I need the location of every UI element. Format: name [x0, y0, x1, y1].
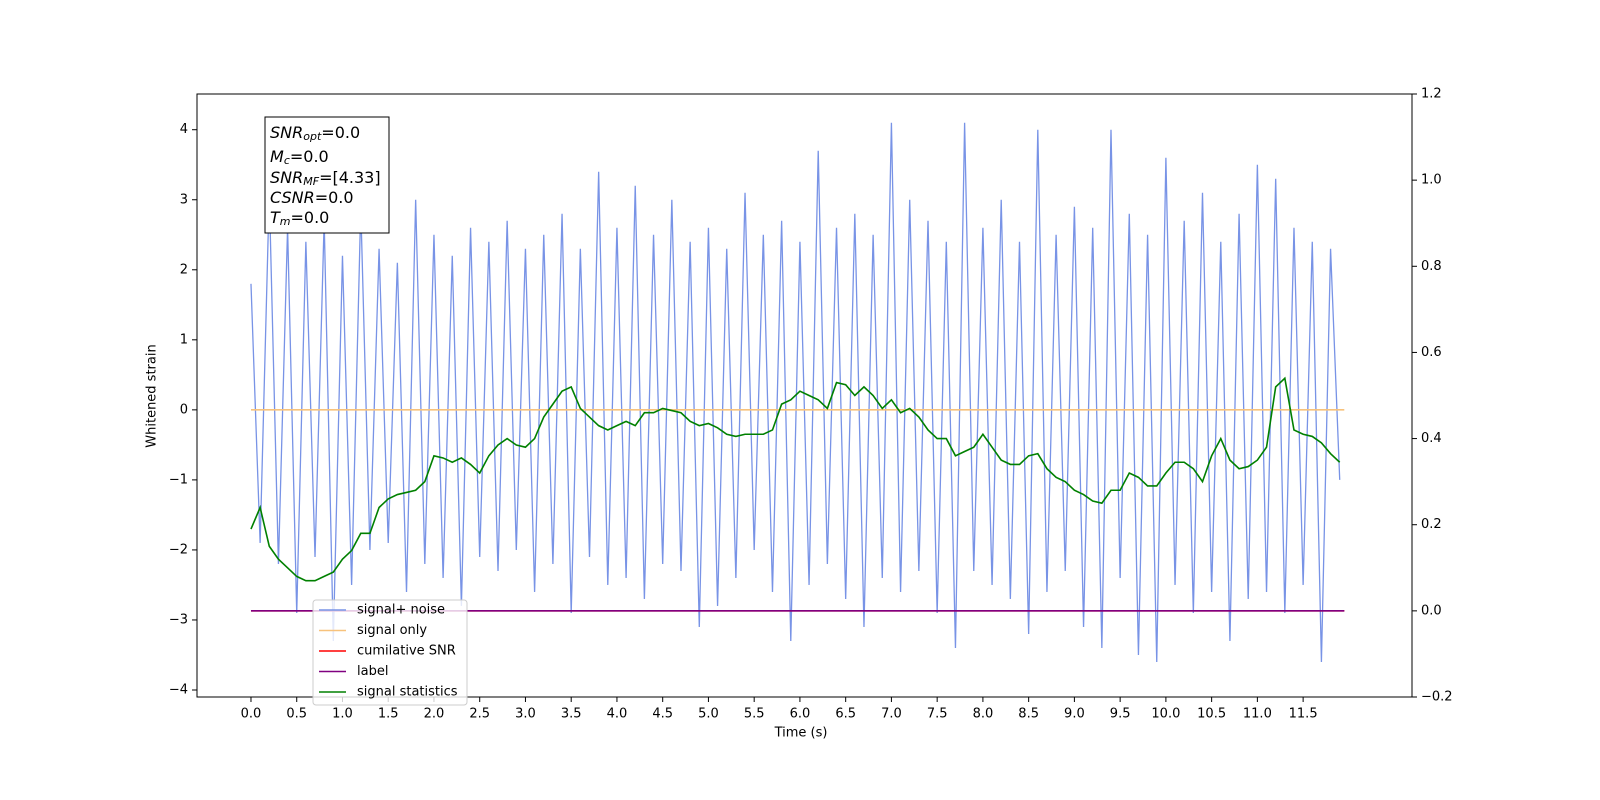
- annotation-text: =0.0: [290, 147, 329, 166]
- x-tick-label: 2.5: [469, 707, 490, 722]
- x-tick-label: 3.0: [515, 707, 536, 722]
- annotation-subscript: c: [284, 154, 290, 167]
- y-tick-label: −4: [169, 682, 188, 697]
- y-tick-label: 2: [180, 262, 188, 277]
- annotation-line: SNRMF=[4.33]: [270, 168, 381, 189]
- y2-tick-label: 1.0: [1421, 173, 1442, 188]
- legend-label: signal+ noise: [357, 603, 445, 618]
- x-tick-label: 1.0: [332, 707, 353, 722]
- y-tick-label: 3: [180, 192, 188, 207]
- y2-tick-label: 0.4: [1421, 431, 1442, 446]
- annotation-text: =[4.33]: [319, 168, 381, 187]
- annotation-symbol: T: [270, 208, 281, 227]
- x-tick-label: 6.5: [835, 707, 856, 722]
- annotation-text: =0.0: [315, 188, 354, 207]
- annotation-line: SNRopt=0.0: [270, 123, 360, 144]
- x-tick-label: 11.0: [1243, 707, 1272, 722]
- x-tick-label: 7.5: [927, 707, 948, 722]
- annotation-line: CSNR=0.0: [270, 188, 354, 207]
- x-tick-label: 9.0: [1064, 707, 1085, 722]
- y2-tick-label: 0.2: [1421, 517, 1442, 532]
- x-tick-label: 8.5: [1018, 707, 1039, 722]
- x-tick-label: 9.5: [1110, 707, 1131, 722]
- annotation-symbol: CSNR: [270, 188, 315, 207]
- y2-tick-label: 0.8: [1421, 259, 1442, 274]
- plot-frame: [196, 93, 1413, 698]
- x-tick-label: 4.0: [607, 707, 628, 722]
- legend-label: signal only: [357, 623, 427, 638]
- series-line: [250, 376, 1341, 582]
- x-tick-label: 1.5: [378, 707, 399, 722]
- y-tick-label: −2: [169, 542, 188, 557]
- x-tick-label: 4.5: [652, 707, 673, 722]
- legend-frame: [312, 599, 468, 706]
- x-tick-label: 7.0: [881, 707, 902, 722]
- y2-tick-label: 1.2: [1421, 87, 1442, 102]
- x-tick-label: 10.0: [1151, 707, 1180, 722]
- annotation-subscript: m: [280, 215, 291, 228]
- x-tick-label: 0.0: [241, 707, 262, 722]
- x-tick-label: 0.5: [286, 707, 307, 722]
- annotation-symbol: SNR: [270, 168, 303, 187]
- annotation-symbol: SNR: [270, 123, 303, 142]
- y-tick-label: 0: [180, 402, 188, 417]
- annotation-text: =0.0: [291, 208, 330, 227]
- y-tick-label: −3: [169, 612, 188, 627]
- series-line: [250, 122, 1341, 662]
- y-tick-label: 4: [180, 122, 188, 137]
- x-axis-label: Time (s): [774, 726, 828, 741]
- x-tick-label: 3.5: [561, 707, 582, 722]
- x-tick-label: 5.0: [698, 707, 719, 722]
- y-axis-label: Whitened strain: [145, 344, 160, 447]
- annotation-symbol: M: [270, 147, 284, 166]
- y2-tick-label: 0.6: [1421, 345, 1442, 360]
- y-tick-label: −1: [169, 472, 188, 487]
- x-tick-label: 2.0: [424, 707, 445, 722]
- y2-tick-label: 0.0: [1421, 603, 1442, 618]
- y-tick-label: 1: [180, 332, 188, 347]
- annotation-line: Tm=0.0: [270, 208, 329, 229]
- legend-label: signal statistics: [357, 685, 458, 700]
- x-tick-label: 10.5: [1197, 707, 1226, 722]
- legend-label: label: [357, 664, 388, 679]
- legend: signal+ noise signal only cumilative SNR la…: [312, 599, 468, 706]
- annotation-line: Mc=0.0: [270, 147, 329, 168]
- annotation-subscript: MF: [303, 175, 319, 188]
- x-tick-label: 8.0: [973, 707, 994, 722]
- x-tick-label: 11.5: [1289, 707, 1318, 722]
- annotation-box: SNRopt=0.0Mc=0.0SNRMF=[4.33]CSNR=0.0Tm=0…: [264, 116, 390, 234]
- x-tick-label: 6.0: [790, 707, 811, 722]
- annotation-text: =0.0: [321, 123, 360, 142]
- annotation-subscript: opt: [303, 130, 322, 143]
- x-tick-label: 5.5: [744, 707, 765, 722]
- annotation-frame: [264, 116, 390, 234]
- legend-label: cumilative SNR: [357, 644, 456, 659]
- y2-tick-label: −0.2: [1421, 690, 1453, 705]
